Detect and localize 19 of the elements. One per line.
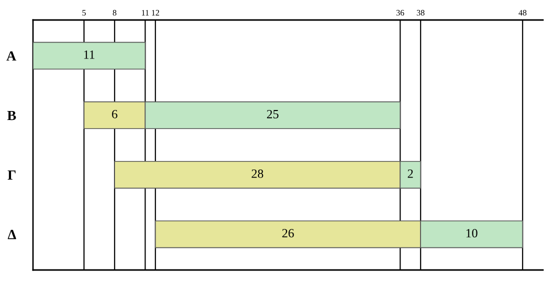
x-tick-label: 5 [82,10,86,16]
data-label: 28 [252,169,264,178]
y-tick-label: Δ [8,230,16,240]
x-tick-label: 38 [416,10,424,16]
data-label: 11 [84,50,94,59]
x-tick-label: 36 [396,10,404,16]
x-tick-label: 48 [518,10,526,16]
data-label: 10 [466,228,478,238]
y-tick-label: Α [6,51,16,61]
x-tick-label: 11 [142,10,149,16]
data-label: 6 [112,110,118,118]
x-tick-label: 12 [152,10,160,16]
y-tick-label: Β [7,110,16,120]
data-label: 2 [408,169,413,178]
bar [33,42,146,70]
y-tick-label: Γ [8,170,16,180]
x-tick-label: 8 [112,10,116,16]
data-label: 25 [267,110,278,118]
data-label: 26 [282,229,294,238]
